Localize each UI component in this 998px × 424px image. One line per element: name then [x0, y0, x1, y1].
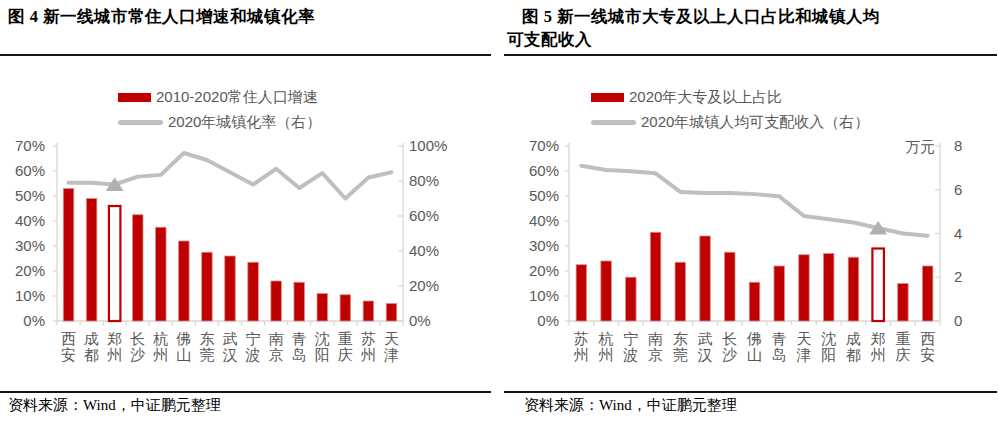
x-category-label: 佛山: [746, 330, 762, 363]
axis-unit-label: 万元: [905, 138, 935, 155]
x-category-label: 佛山: [175, 330, 191, 363]
right-tick-label: 100%: [409, 137, 447, 154]
bar: [725, 252, 736, 321]
x-category-label: 东莞: [673, 330, 688, 363]
x-category-label: 武汉: [223, 330, 238, 363]
report-figures-page: 图 4 新一线城市常住人口增速和城镇化率 2010-2020常住人口增速2020…: [0, 0, 998, 424]
y-tick-label: 20%: [529, 262, 559, 279]
bar: [248, 262, 258, 321]
x-category-label: 天津: [796, 330, 811, 363]
x-category-label: 武汉: [698, 330, 713, 363]
x-category-label: 沈阳: [315, 330, 330, 363]
x-category-label: 郑州: [107, 330, 122, 363]
y-tick-label: 20%: [15, 262, 45, 279]
bar: [601, 261, 612, 321]
bar: [225, 256, 236, 321]
bar: [576, 265, 587, 321]
x-category-label: 沈阳: [821, 330, 836, 363]
x-category-label: 南京: [648, 330, 663, 363]
trend-line: [69, 153, 392, 199]
figure-4-panel: 图 4 新一线城市常住人口增速和城镇化率 2010-2020常住人口增速2020…: [0, 0, 499, 424]
bar: [363, 301, 374, 321]
highlight-bar: [109, 206, 121, 321]
y-tick-label: 0%: [537, 312, 559, 329]
source-divider: [0, 391, 491, 393]
figure-5-panel: 图 5 新一线城市大专及以上人口占比和城镇人均 可支配收入 2020年大专及以上…: [499, 0, 998, 424]
right-tick-label: 4: [954, 225, 962, 242]
bar: [294, 282, 305, 321]
bar: [202, 252, 213, 321]
bar: [749, 282, 760, 321]
y-tick-label: 30%: [529, 237, 559, 254]
x-category-label: 青岛: [772, 330, 787, 363]
bar: [848, 257, 859, 321]
x-category-label: 宁波: [623, 330, 638, 363]
bar: [271, 281, 282, 321]
highlight-bar: [872, 249, 884, 322]
y-tick-label: 50%: [529, 187, 559, 204]
x-category-label: 成都: [846, 330, 861, 363]
bar: [700, 236, 711, 321]
right-tick-label: 2: [954, 268, 962, 285]
y-tick-label: 40%: [15, 212, 45, 229]
x-category-label: 郑州: [871, 330, 886, 363]
x-category-label: 天津: [384, 330, 399, 363]
bar: [179, 241, 190, 321]
y-tick-label: 70%: [15, 137, 45, 154]
y-tick-label: 60%: [15, 162, 45, 179]
x-category-label: 长沙: [722, 330, 737, 363]
right-tick-label: 20%: [409, 277, 439, 294]
x-category-label: 西安: [61, 330, 76, 363]
bar: [898, 284, 909, 322]
bar: [156, 227, 167, 321]
y-tick-label: 10%: [15, 287, 45, 304]
x-category-label: 青岛: [292, 330, 307, 363]
x-category-label: 重庆: [338, 330, 353, 363]
x-category-label: 东莞: [199, 330, 214, 363]
source-note: 资料来源：Wind，中证鹏元整理: [508, 396, 994, 415]
bar: [132, 215, 143, 321]
x-category-label: 苏州: [574, 330, 589, 363]
x-category-label: 成都: [84, 330, 99, 363]
bar: [675, 262, 686, 321]
right-tick-label: 0%: [409, 312, 431, 329]
right-tick-label: 8: [954, 137, 962, 154]
bar: [922, 266, 933, 321]
y-tick-label: 70%: [529, 137, 559, 154]
bar: [799, 255, 810, 321]
source-divider: [504, 391, 997, 393]
right-tick-label: 6: [954, 181, 962, 198]
right-tick-label: 0: [954, 312, 962, 329]
x-category-label: 重庆: [895, 330, 910, 363]
bar: [86, 199, 97, 322]
chart-canvas-figure-5: 0% 10% 20% 30% 40% 50% 60% 70% 0 2 4 6 8 万元苏州杭州宁波南京东莞…: [499, 0, 998, 424]
bar: [63, 189, 74, 322]
y-tick-label: 60%: [529, 162, 559, 179]
bar: [317, 294, 328, 322]
x-category-label: 宁波: [246, 330, 261, 363]
right-tick-label: 80%: [409, 172, 439, 189]
chart-canvas-figure-4: 0% 10% 20% 30% 40% 50% 60% 70% 0% 20% 40% 60% 80% 100…: [0, 0, 499, 424]
x-category-label: 苏州: [361, 330, 376, 363]
bar: [823, 254, 834, 322]
right-tick-label: 40%: [409, 242, 439, 259]
x-category-label: 长沙: [130, 330, 145, 363]
x-category-label: 西安: [920, 330, 935, 363]
y-tick-label: 30%: [15, 237, 45, 254]
bar: [340, 295, 351, 321]
x-category-label: 南京: [269, 330, 284, 363]
bar: [774, 266, 785, 321]
x-category-label: 杭州: [598, 330, 614, 363]
source-note: 资料来源：Wind，中证鹏元整理: [8, 396, 495, 415]
y-tick-label: 40%: [529, 212, 559, 229]
bar: [386, 304, 397, 322]
bar: [626, 277, 637, 321]
x-category-label: 杭州: [152, 330, 168, 363]
right-tick-label: 60%: [409, 207, 439, 224]
y-tick-label: 50%: [15, 187, 45, 204]
y-tick-label: 10%: [529, 287, 559, 304]
y-tick-label: 0%: [23, 312, 45, 329]
bar: [650, 232, 661, 321]
